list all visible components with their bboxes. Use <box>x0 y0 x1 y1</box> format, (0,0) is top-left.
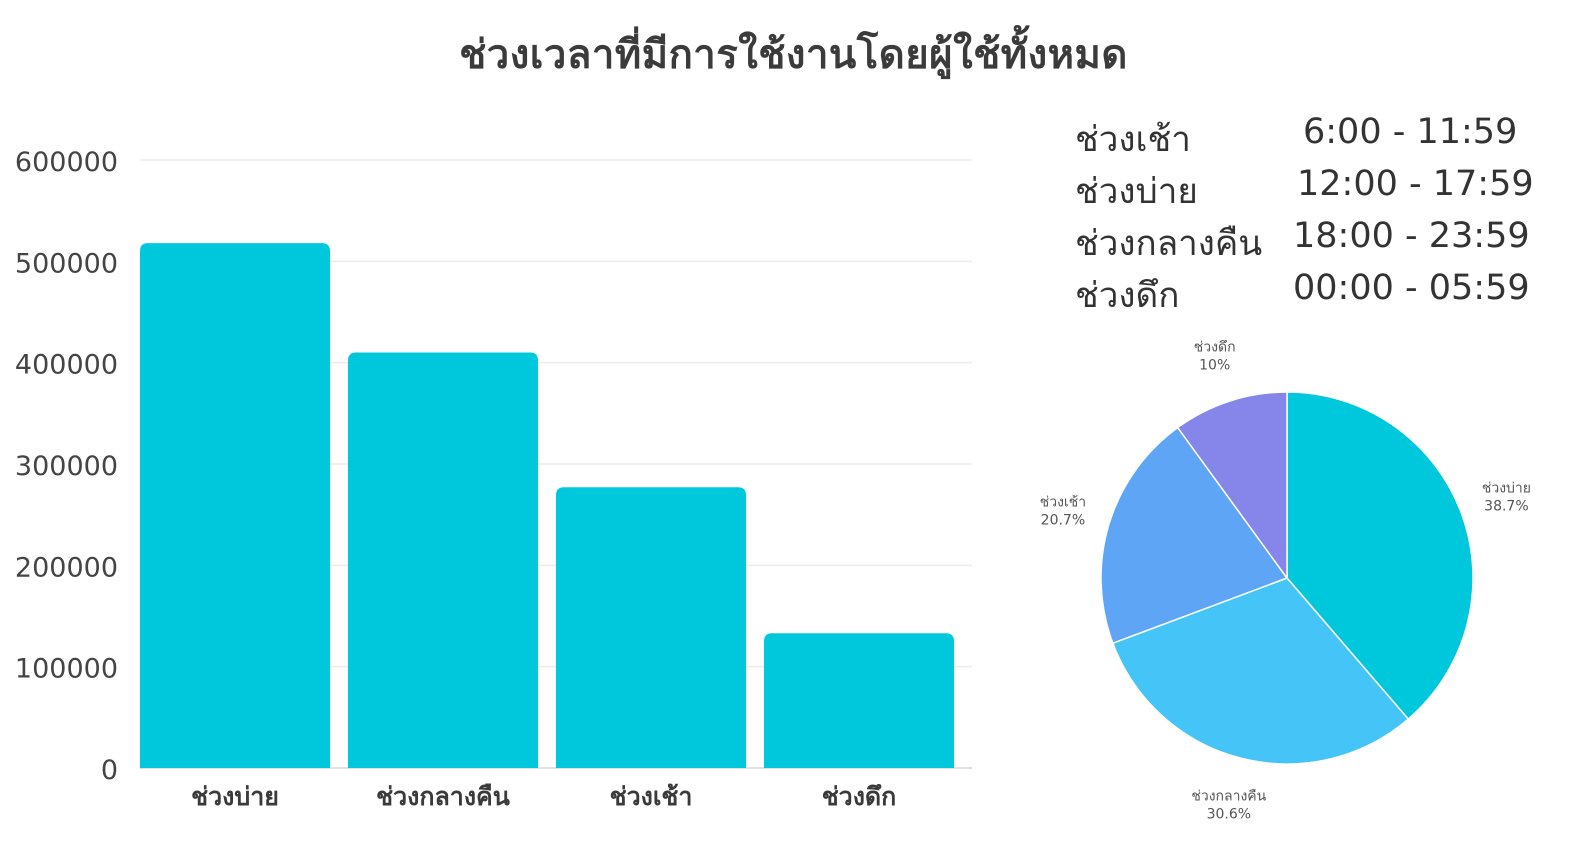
x-category-label: ช่วงกลางคืน <box>376 782 510 811</box>
y-tick-label: 600000 <box>15 147 118 178</box>
time-range-row: ช่วงบ่าย 12:00 - 17:59 <box>1075 164 1575 216</box>
bar <box>140 243 330 769</box>
pie-slice-percent: 20.7% <box>1041 513 1085 529</box>
time-range-name: ช่วงเช้า <box>1075 120 1191 160</box>
y-tick-label: 500000 <box>15 248 118 279</box>
y-tick-label: 100000 <box>15 654 118 685</box>
time-range-row: ช่วงเช้า 6:00 - 11:59 <box>1075 112 1575 164</box>
bar <box>556 487 746 768</box>
time-range-name: ช่วงดึก <box>1075 276 1180 316</box>
pie-slice-label: ช่วงเช้า <box>1040 495 1086 511</box>
time-range-name: ช่วงบ่าย <box>1075 172 1198 212</box>
pie-slice-label: ช่วงดึก <box>1194 339 1236 355</box>
pie-slice <box>1286 391 1474 721</box>
page-title: ช่วงเวลาที่มีการใช้งานโดยผู้ใช้ทั้งหมด <box>459 32 1128 78</box>
x-category-label: ช่วงบ่าย <box>191 782 279 811</box>
pie-slice-label: ช่วงบ่าย <box>1482 481 1531 497</box>
pie-slice-percent: 30.6% <box>1207 807 1251 823</box>
pie-slice <box>1111 577 1410 765</box>
time-range-value: 00:00 - 05:59 <box>1293 268 1530 308</box>
pie-slice-percent: 10% <box>1199 357 1230 373</box>
bar <box>764 633 954 768</box>
pie-slice-percent: 38.7% <box>1484 499 1528 515</box>
time-range-legend: ช่วงเช้า 6:00 - 11:59 ช่วงบ่าย 12:00 - 1… <box>1075 112 1575 320</box>
time-range-value: 12:00 - 17:59 <box>1297 164 1534 204</box>
x-category-label: ช่วงดึก <box>822 782 897 811</box>
y-tick-label: 300000 <box>15 451 118 482</box>
pie-slice-label: ช่วงกลางคืน <box>1191 789 1266 805</box>
time-range-row: ช่วงดึก 00:00 - 05:59 <box>1075 268 1575 320</box>
y-tick-label: 0 <box>101 755 118 786</box>
x-category-label: ช่วงเช้า <box>610 782 693 811</box>
y-tick-label: 200000 <box>15 552 118 583</box>
y-tick-label: 400000 <box>15 350 118 381</box>
time-range-name: ช่วงกลางคืน <box>1075 224 1263 264</box>
pie-slice <box>1176 391 1288 581</box>
time-range-value: 18:00 - 23:59 <box>1293 216 1530 256</box>
pie-slice <box>1100 426 1289 645</box>
time-range-value: 6:00 - 11:59 <box>1303 112 1518 152</box>
time-range-row: ช่วงกลางคืน 18:00 - 23:59 <box>1075 216 1575 268</box>
bar <box>348 352 538 768</box>
